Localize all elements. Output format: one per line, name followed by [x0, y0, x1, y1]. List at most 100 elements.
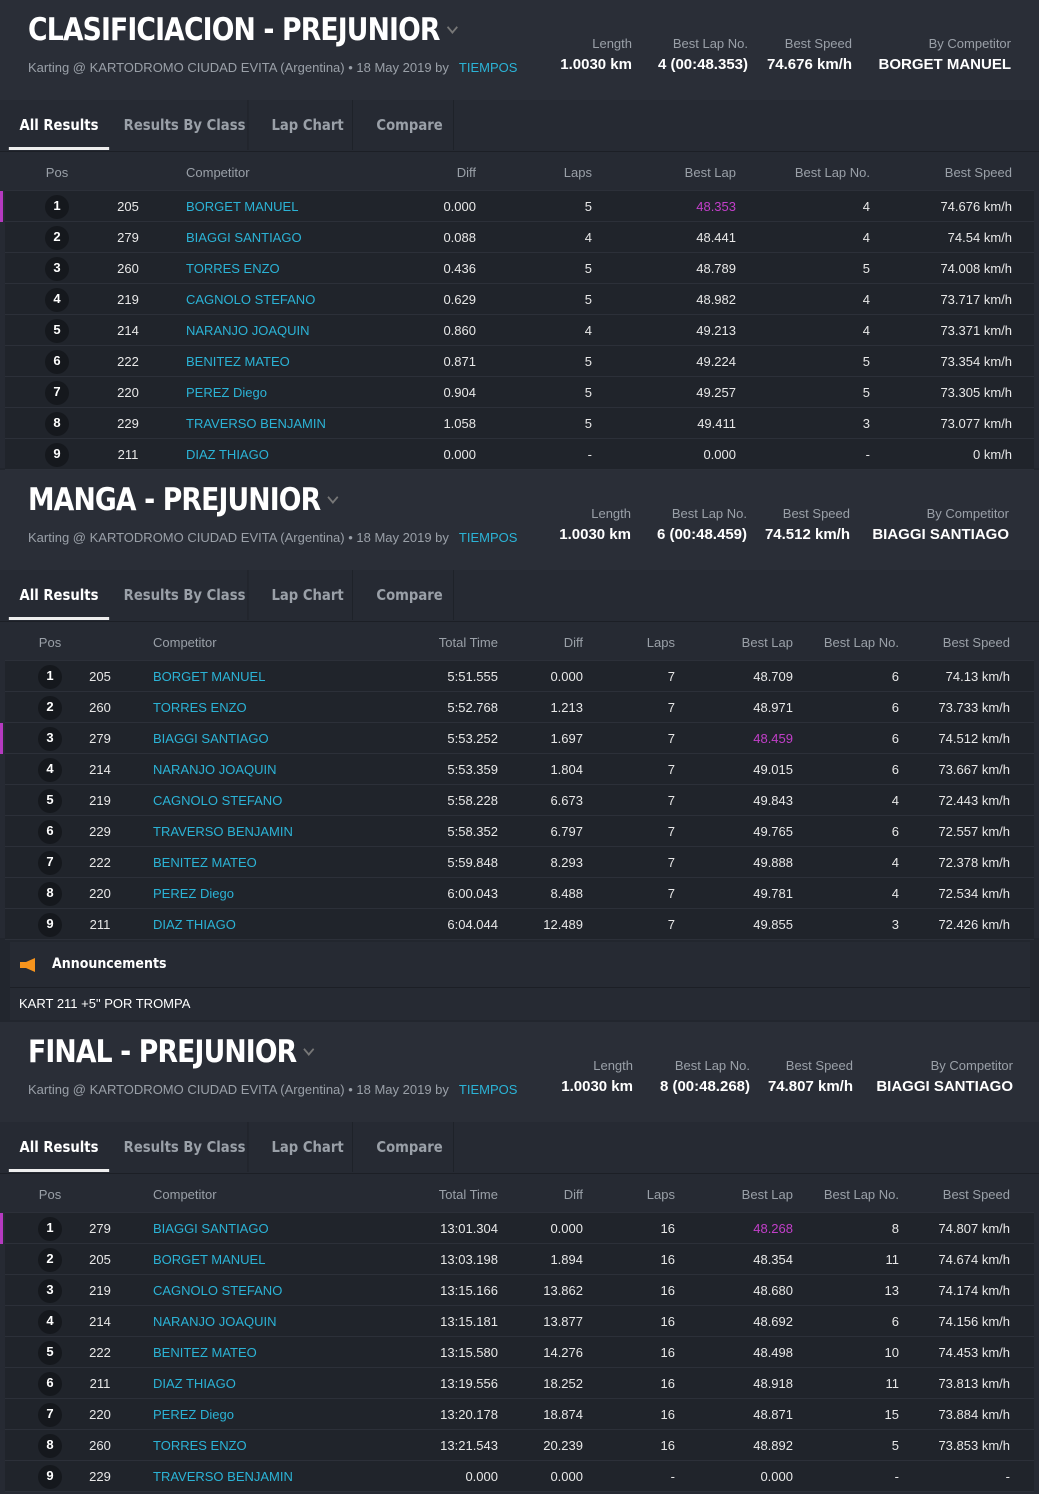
competitor[interactable]: BENITEZ MATEO [153, 855, 257, 870]
competitor[interactable]: NARANJO JOAQUIN [153, 1314, 277, 1329]
column-header-best-lap-no[interactable]: Best Lap No. [794, 165, 870, 180]
competitor[interactable]: PEREZ Diego [186, 385, 267, 400]
competitor[interactable]: DIAZ THIAGO [153, 1376, 236, 1391]
competitor[interactable]: BIAGGI SANTIAGO [153, 1221, 269, 1236]
competitor[interactable]: BENITEZ MATEO [186, 354, 290, 369]
table-row[interactable]: 1 205 BORGET MANUEL 5:51.555 0.000 7 48.709 6 74… [5, 661, 1034, 692]
table-row[interactable]: 3 219 CAGNOLO STEFANO 13:15.166 13.862 16 48.6… [5, 1275, 1034, 1306]
session-title-text[interactable]: FINAL - PREJUNIOR [28, 1034, 297, 1070]
table-row[interactable]: 8 260 TORRES ENZO 13:21.543 20.239 16 48.892 5 7… [5, 1430, 1034, 1461]
competitor[interactable]: BORGET MANUEL [153, 669, 266, 684]
competitor[interactable]: BENITEZ MATEO [153, 1345, 257, 1360]
competitor[interactable]: TRAVERSO BENJAMIN [153, 1469, 293, 1484]
column-header-best-lap[interactable]: Best Lap [741, 635, 793, 650]
column-header-competitor[interactable]: Competitor [186, 165, 250, 180]
column-header-best-lap[interactable]: Best Lap [684, 165, 736, 180]
tab-results-by-class[interactable]: Results By Class [122, 100, 249, 150]
competitor[interactable]: BIAGGI SANTIAGO [186, 230, 302, 245]
table-row[interactable]: 7 220 PEREZ Diego 0.904 5 49.257 5 73.305 km/h [5, 377, 1034, 408]
competitor[interactable]: DIAZ THIAGO [186, 447, 269, 462]
tab-all-results[interactable]: All Results [8, 570, 110, 620]
tab-lap-chart[interactable]: Lap Chart [263, 100, 353, 150]
table-row[interactable]: 6 229 TRAVERSO BENJAMIN 5:58.352 6.797 7 49.76… [5, 816, 1034, 847]
competitor[interactable]: NARANJO JOAQUIN [153, 762, 277, 777]
table-row[interactable]: 8 229 TRAVERSO BENJAMIN 1.058 5 49.411 3 73.077… [5, 408, 1034, 439]
tab-lap-chart[interactable]: Lap Chart [263, 1122, 353, 1172]
table-row[interactable]: 6 211 DIAZ THIAGO 13:19.556 18.252 16 48.918 11… [5, 1368, 1034, 1399]
tab-compare[interactable]: Compare [366, 570, 454, 620]
tab-lap-chart[interactable]: Lap Chart [263, 570, 353, 620]
table-row[interactable]: 2 279 BIAGGI SANTIAGO 0.088 4 48.441 4 74.54 km… [5, 222, 1034, 253]
tab-results-by-class[interactable]: Results By Class [122, 570, 249, 620]
table-row[interactable]: 4 214 NARANJO JOAQUIN 13:15.181 13.877 16 48.6… [5, 1306, 1034, 1337]
table-row[interactable]: 5 222 BENITEZ MATEO 13:15.580 14.276 16 48.498… [5, 1337, 1034, 1368]
table-row[interactable]: 2 205 BORGET MANUEL 13:03.198 1.894 16 48.354 1… [5, 1244, 1034, 1275]
tab-results-by-class[interactable]: Results By Class [122, 1122, 249, 1172]
column-header-best-speed[interactable]: Best Speed [944, 165, 1012, 180]
competitor[interactable]: TORRES ENZO [153, 700, 247, 715]
column-header-laps[interactable]: Laps [646, 1187, 675, 1202]
table-row[interactable]: 1 205 BORGET MANUEL 0.000 5 48.353 4 74.676 km/… [0, 191, 1034, 222]
column-header-best-lap-no[interactable]: Best Lap No. [823, 635, 899, 650]
competitor[interactable]: CAGNOLO STEFANO [153, 1283, 283, 1298]
session-title[interactable]: CLASIFICIACION - PREJUNIOR [28, 12, 458, 48]
competitor[interactable]: BORGET MANUEL [186, 199, 299, 214]
competitor[interactable]: TORRES ENZO [186, 261, 280, 276]
column-header-pos[interactable]: Pos [45, 165, 69, 180]
column-header-total-time[interactable]: Total Time [438, 1187, 498, 1202]
session-title-text[interactable]: MANGA - PREJUNIOR [28, 482, 321, 518]
tab-compare[interactable]: Compare [366, 100, 454, 150]
column-header-best-lap[interactable]: Best Lap [741, 1187, 793, 1202]
table-row[interactable]: 9 229 TRAVERSO BENJAMIN 0.000 0.000 - 0.000 - - [5, 1461, 1034, 1492]
table-row[interactable]: 5 214 NARANJO JOAQUIN 0.860 4 49.213 4 73.371 k… [5, 315, 1034, 346]
table-row[interactable]: 7 220 PEREZ Diego 13:20.178 18.874 16 48.871 15… [5, 1399, 1034, 1430]
competitor[interactable]: TRAVERSO BENJAMIN [186, 416, 326, 431]
table-row[interactable]: 3 260 TORRES ENZO 0.436 5 48.789 5 74.008 km/h [5, 253, 1034, 284]
table-row[interactable]: 1 279 BIAGGI SANTIAGO 13:01.304 0.000 16 48.26… [0, 1213, 1034, 1244]
tab-all-results[interactable]: All Results [8, 100, 110, 150]
competitor[interactable]: PEREZ Diego [153, 886, 234, 901]
table-row[interactable]: 4 219 CAGNOLO STEFANO 0.629 5 48.982 4 73.717 k… [5, 284, 1034, 315]
tab-compare[interactable]: Compare [366, 1122, 454, 1172]
table-row[interactable]: 4 214 NARANJO JOAQUIN 5:53.359 1.804 7 49.015 6… [5, 754, 1034, 785]
chevron-down-icon[interactable] [303, 1043, 315, 1056]
session-title[interactable]: MANGA - PREJUNIOR [28, 482, 339, 518]
organizer-link[interactable]: TIEMPOS [458, 1082, 518, 1097]
session-title[interactable]: FINAL - PREJUNIOR [28, 1034, 315, 1070]
column-header-diff[interactable]: Diff [563, 635, 583, 650]
table-row[interactable]: 9 211 DIAZ THIAGO 0.000 - 0.000 - 0 km/h [5, 439, 1034, 470]
table-row[interactable]: 7 222 BENITEZ MATEO 5:59.848 8.293 7 49.888 4 72… [5, 847, 1034, 878]
chevron-down-icon[interactable] [446, 21, 458, 34]
competitor[interactable]: NARANJO JOAQUIN [186, 323, 310, 338]
chevron-down-icon[interactable] [327, 491, 339, 504]
column-header-total-time[interactable]: Total Time [438, 635, 498, 650]
table-row[interactable]: 3 279 BIAGGI SANTIAGO 5:53.252 1.697 7 48.459 6… [0, 723, 1034, 754]
column-header-best-lap-no[interactable]: Best Lap No. [823, 1187, 899, 1202]
session-title-text[interactable]: CLASIFICIACION - PREJUNIOR [28, 12, 440, 48]
competitor[interactable]: DIAZ THIAGO [153, 917, 236, 932]
competitor[interactable]: PEREZ Diego [153, 1407, 234, 1422]
column-header-diff[interactable]: Diff [563, 1187, 583, 1202]
column-header-laps[interactable]: Laps [646, 635, 675, 650]
competitor[interactable]: BIAGGI SANTIAGO [153, 731, 269, 746]
competitor[interactable]: TRAVERSO BENJAMIN [153, 824, 293, 839]
competitor[interactable]: BORGET MANUEL [153, 1252, 266, 1267]
organizer-link[interactable]: TIEMPOS [458, 60, 518, 75]
tab-all-results[interactable]: All Results [8, 1122, 110, 1172]
competitor[interactable]: CAGNOLO STEFANO [153, 793, 283, 808]
table-row[interactable]: 9 211 DIAZ THIAGO 6:04.044 12.489 7 49.855 3 72.… [5, 909, 1034, 940]
column-header-competitor[interactable]: Competitor [153, 635, 217, 650]
column-header-competitor[interactable]: Competitor [153, 1187, 217, 1202]
organizer-link[interactable]: TIEMPOS [458, 530, 518, 545]
column-header-best-speed[interactable]: Best Speed [942, 635, 1010, 650]
competitor[interactable]: CAGNOLO STEFANO [186, 292, 316, 307]
table-row[interactable]: 2 260 TORRES ENZO 5:52.768 1.213 7 48.971 6 73.7… [5, 692, 1034, 723]
table-row[interactable]: 5 219 CAGNOLO STEFANO 5:58.228 6.673 7 49.843 4… [5, 785, 1034, 816]
column-header-laps[interactable]: Laps [563, 165, 592, 180]
table-row[interactable]: 6 222 BENITEZ MATEO 0.871 5 49.224 5 73.354 km/… [5, 346, 1034, 377]
table-row[interactable]: 8 220 PEREZ Diego 6:00.043 8.488 7 49.781 4 72.5… [5, 878, 1034, 909]
column-header-best-speed[interactable]: Best Speed [942, 1187, 1010, 1202]
column-header-pos[interactable]: Pos [38, 635, 62, 650]
column-header-pos[interactable]: Pos [38, 1187, 62, 1202]
competitor[interactable]: TORRES ENZO [153, 1438, 247, 1453]
